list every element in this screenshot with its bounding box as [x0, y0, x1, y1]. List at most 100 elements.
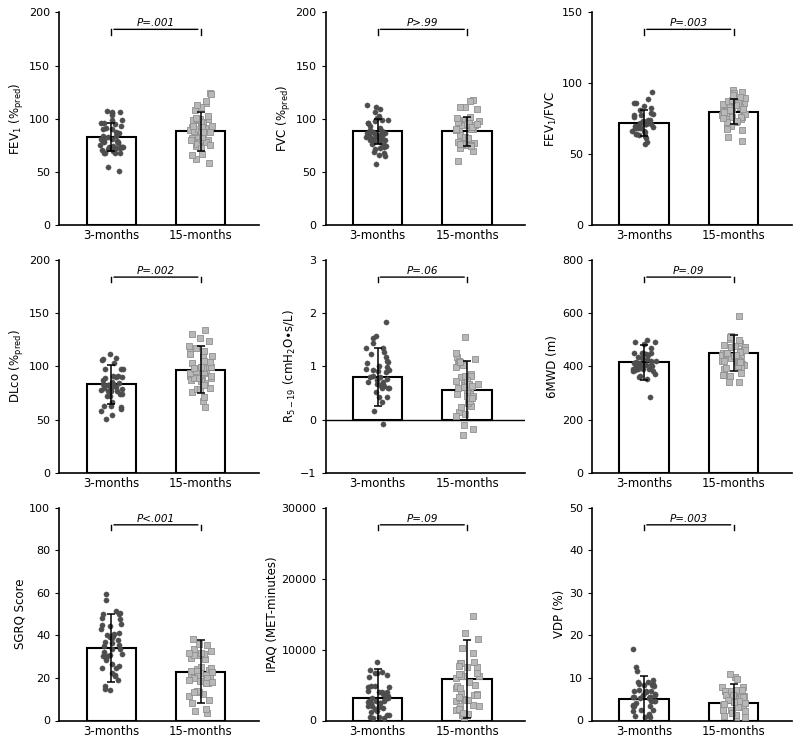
Point [470, 118, 483, 130]
Point [106, 637, 118, 649]
Point [107, 369, 120, 381]
Point [723, 331, 736, 343]
Point [374, 135, 386, 147]
Point [722, 687, 735, 699]
Point [630, 128, 643, 140]
Point [629, 364, 642, 376]
Point [643, 700, 656, 712]
Point [95, 662, 108, 674]
Point [377, 418, 390, 430]
Point [727, 351, 740, 363]
Point [734, 348, 747, 360]
Point [205, 645, 218, 656]
Point [634, 122, 646, 134]
Point [374, 122, 386, 134]
Point [453, 355, 466, 367]
Point [470, 689, 483, 701]
Point [371, 113, 384, 125]
Bar [619, 363, 669, 473]
Point [204, 360, 217, 372]
Point [718, 369, 730, 381]
Point [372, 365, 385, 377]
Point [738, 697, 751, 709]
Point [729, 671, 742, 683]
Point [95, 623, 108, 635]
Point [203, 139, 216, 151]
Point [202, 157, 215, 169]
Point [450, 361, 462, 373]
Point [638, 126, 651, 138]
Point [634, 370, 646, 382]
Point [732, 357, 745, 369]
Bar [353, 377, 402, 419]
Point [98, 639, 110, 651]
Point [626, 700, 639, 712]
Point [187, 672, 200, 684]
Point [454, 700, 467, 712]
Point [194, 113, 207, 125]
Point [190, 140, 202, 151]
Point [198, 391, 210, 403]
Point [637, 125, 650, 137]
Point [99, 651, 112, 663]
Point [376, 131, 389, 142]
Bar [353, 131, 402, 225]
Point [450, 682, 462, 694]
Point [113, 639, 126, 651]
Point [721, 347, 734, 359]
Point [372, 686, 385, 698]
Point [374, 134, 386, 145]
Point [630, 128, 642, 140]
Point [644, 691, 657, 703]
Point [463, 676, 476, 688]
Point [360, 342, 373, 354]
Point [372, 700, 385, 712]
Point [382, 681, 395, 693]
Point [183, 370, 196, 382]
Bar [709, 112, 758, 225]
Point [738, 107, 751, 119]
Point [363, 134, 376, 145]
Point [454, 670, 467, 682]
Point [649, 688, 662, 700]
Point [97, 378, 110, 390]
Point [460, 695, 473, 706]
Point [458, 132, 471, 144]
Point [98, 680, 111, 692]
Point [194, 116, 207, 128]
Point [107, 357, 120, 369]
Point [376, 396, 389, 408]
Point [471, 378, 484, 390]
Point [465, 122, 478, 134]
Point [628, 109, 641, 121]
Point [462, 381, 475, 393]
Point [186, 119, 199, 131]
Point [734, 360, 747, 372]
Y-axis label: FVC (%$_\mathrm{pred}$): FVC (%$_\mathrm{pred}$) [274, 85, 293, 152]
Text: P<.001: P<.001 [137, 514, 175, 524]
Point [456, 357, 469, 369]
Point [464, 395, 477, 407]
Point [99, 653, 112, 665]
Point [202, 677, 215, 689]
Point [716, 112, 729, 124]
Point [105, 667, 118, 679]
Y-axis label: FEV$_1$ (%$_\mathrm{pred}$): FEV$_1$ (%$_\mathrm{pred}$) [8, 83, 26, 155]
Text: P=.001: P=.001 [137, 19, 175, 28]
Point [458, 693, 470, 705]
Point [452, 691, 465, 703]
Point [98, 683, 111, 695]
Point [370, 101, 382, 113]
Point [369, 703, 382, 715]
Point [195, 134, 208, 146]
Point [361, 99, 374, 111]
Point [639, 132, 652, 144]
Point [115, 371, 128, 383]
Point [472, 633, 485, 645]
Point [718, 685, 731, 697]
Point [362, 377, 374, 389]
Point [186, 113, 199, 125]
Point [111, 370, 124, 382]
Point [457, 706, 470, 718]
Point [638, 679, 650, 691]
